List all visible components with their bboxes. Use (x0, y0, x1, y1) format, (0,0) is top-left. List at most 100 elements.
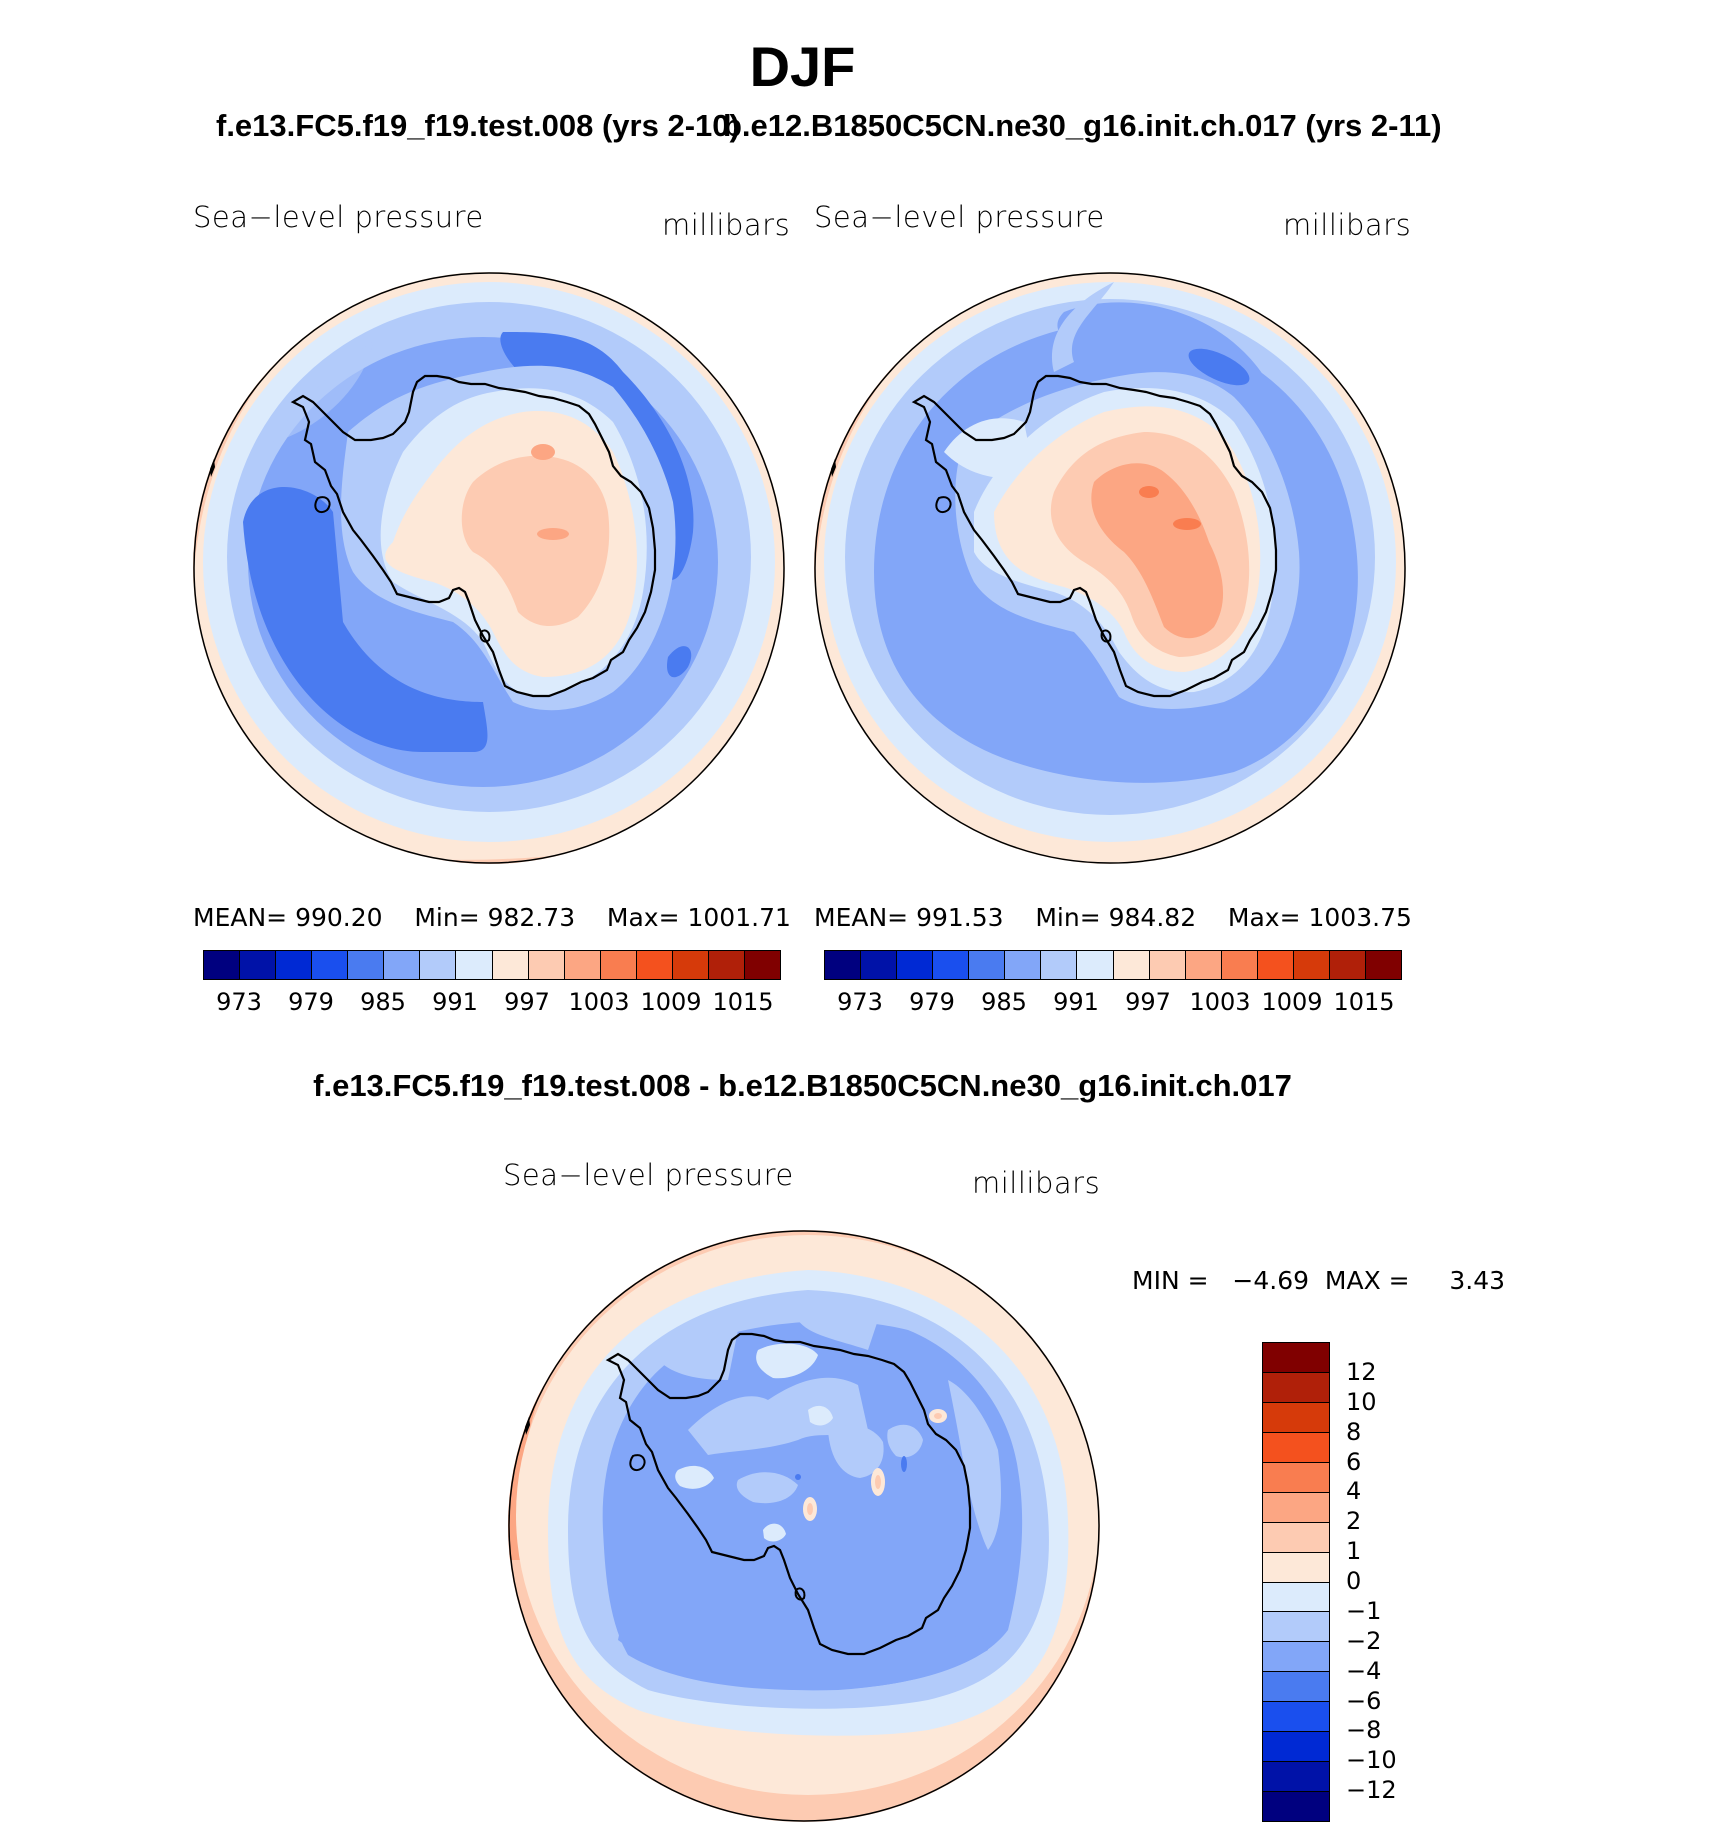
panel1-colorbar-tick-label: 991 (432, 988, 478, 1016)
panel2-colorbar-swatch (1365, 951, 1401, 979)
panel2-colorbar-swatch (897, 951, 934, 979)
panel1-colorbar-tick-label: 997 (504, 988, 550, 1016)
panel2-colorbar-tick-label: 979 (909, 988, 955, 1016)
panel2-colorbar-swatch (1113, 951, 1150, 979)
panel1-colorbar-tick-label: 1003 (568, 988, 630, 1016)
panel1-map (193, 272, 785, 864)
difference-colorbar-tick-label: −12 (1346, 1776, 1397, 1805)
panel1-colorbar-swatch (312, 951, 349, 979)
difference-colorbar-swatch (1263, 1702, 1329, 1733)
panel1-min-label: Min= (414, 903, 480, 932)
difference-colorbar-swatch (1263, 1522, 1329, 1553)
panel2-mean-label: MEAN= (814, 903, 909, 932)
difference-colorbar-swatch (1263, 1762, 1329, 1793)
panel2-colorbar-swatch (969, 951, 1006, 979)
panel2-units-label: millibars (1283, 208, 1412, 242)
difference-colorbar-swatch (1263, 1642, 1329, 1673)
panel2-colorbar-swatch (933, 951, 970, 979)
difference-colorbar-tick-label: 1 (1346, 1537, 1362, 1566)
panel2-colorbar-swatch (1293, 951, 1330, 979)
difference-colorbar-swatch (1263, 1462, 1329, 1493)
panel1-colorbar-swatch (420, 951, 457, 979)
panel2-case-title: b.e12.B1850C5CN.ne30_g16.init.ch.017 (yr… (723, 108, 1442, 143)
difference-colorbar-tick-label: 2 (1346, 1507, 1362, 1536)
difference-colorbar-tick-label: 6 (1346, 1447, 1362, 1476)
panel2-colorbar-swatch (1149, 951, 1186, 979)
panel1-colorbar-swatch (600, 951, 637, 979)
panel2-variable-label: Sea−level pressure (814, 200, 1105, 234)
difference-colorbar-tick-label: −4 (1346, 1656, 1382, 1685)
difference-colorbar-tick-label: −1 (1346, 1596, 1382, 1625)
panel1-colorbar (203, 950, 781, 980)
difference-max-label: MAX = (1324, 1266, 1410, 1295)
panel1-variable-label: Sea−level pressure (193, 200, 484, 234)
panel2-colorbar (824, 950, 1402, 980)
difference-title: f.e13.FC5.f19_f19.test.008 - b.e12.B1850… (313, 1068, 1292, 1103)
difference-colorbar-swatch (1263, 1732, 1329, 1763)
difference-colorbar-swatch (1263, 1582, 1329, 1613)
difference-colorbar-swatch (1263, 1672, 1329, 1703)
panel2-min-value: 984.82 (1108, 903, 1197, 932)
panel2-colorbar-tick-label: 973 (837, 988, 883, 1016)
difference-colorbar-tick-label: −2 (1346, 1626, 1382, 1655)
panel2-colorbar-tick-label: 1015 (1333, 988, 1395, 1016)
panel1-colorbar-swatch (564, 951, 601, 979)
panel1-colorbar-swatch (744, 951, 780, 979)
difference-colorbar-tick-label: 10 (1346, 1387, 1377, 1416)
difference-colorbar (1262, 1342, 1330, 1822)
difference-colorbar-tick-label: 8 (1346, 1417, 1362, 1446)
difference-colorbar-swatch (1263, 1492, 1329, 1523)
difference-colorbar-tick-label: −10 (1346, 1746, 1397, 1775)
panel2-colorbar-swatch (1005, 951, 1042, 979)
panel1-colorbar-tick-label: 1009 (640, 988, 702, 1016)
panel2-colorbar-swatch (1257, 951, 1294, 979)
main-title: DJF (749, 35, 856, 98)
panel2-colorbar-tick-label: 1003 (1189, 988, 1251, 1016)
panel2-max-label: Max= (1227, 903, 1301, 932)
panel2-stats: MEAN= 991.53 Min= 984.82 Max= 1003.75 (814, 903, 1412, 932)
panel1-case-title: f.e13.FC5.f19_f19.test.008 (yrs 2-10) (216, 108, 740, 143)
panel1-colorbar-swatch (276, 951, 313, 979)
panel2-colorbar-tick-label: 1009 (1261, 988, 1323, 1016)
panel2-colorbar-swatch (1185, 951, 1222, 979)
difference-colorbar-swatch (1263, 1372, 1329, 1403)
panel2-colorbar-swatch (861, 951, 898, 979)
panel1-colorbar-swatch (348, 951, 385, 979)
panel1-stats: MEAN= 990.20 Min= 982.73 Max= 1001.71 (193, 903, 791, 932)
panel1-colorbar-swatch (528, 951, 565, 979)
panel1-colorbar-swatch (456, 951, 493, 979)
difference-colorbar-swatch (1263, 1792, 1329, 1821)
difference-colorbar-tick-label: −6 (1346, 1686, 1382, 1715)
panel2-colorbar-tick-label: 991 (1053, 988, 1099, 1016)
panel1-min-value: 982.73 (487, 903, 576, 932)
panel1-colorbar-swatch (492, 951, 529, 979)
difference-colorbar-swatch (1263, 1552, 1329, 1583)
difference-colorbar-tick-label: 0 (1346, 1567, 1362, 1595)
panel2-colorbar-tick-label: 997 (1125, 988, 1171, 1016)
panel1-mean-value: 990.20 (295, 903, 383, 932)
difference-colorbar-tick-label: −8 (1346, 1716, 1382, 1745)
difference-colorbar-tick-label: 12 (1346, 1357, 1377, 1386)
panel2-mean-value: 991.53 (916, 903, 1004, 932)
panel1-colorbar-swatch (708, 951, 745, 979)
difference-colorbar-swatch (1263, 1432, 1329, 1463)
difference-colorbar-swatch (1263, 1343, 1329, 1373)
panel2-colorbar-tick-label: 985 (981, 988, 1027, 1016)
panel1-colorbar-tick-label: 979 (288, 988, 334, 1016)
difference-map (508, 1230, 1100, 1822)
difference-min-label: MIN = (1132, 1266, 1209, 1295)
panel1-colorbar-tick-label: 985 (360, 988, 406, 1016)
difference-colorbar-swatch (1263, 1402, 1329, 1433)
panel1-colorbar-swatch (636, 951, 673, 979)
panel1-colorbar-swatch (384, 951, 421, 979)
difference-stats: MIN = −4.69 MAX = 3.43 (1132, 1266, 1505, 1295)
panel1-colorbar-swatch (204, 951, 241, 979)
panel1-colorbar-swatch (240, 951, 277, 979)
panel2-max-value: 1003.75 (1308, 903, 1412, 932)
panel2-colorbar-swatch (1041, 951, 1078, 979)
panel1-colorbar-swatch (672, 951, 709, 979)
panel2-colorbar-swatch (1077, 951, 1114, 979)
difference-colorbar-tick-label: 4 (1346, 1477, 1362, 1506)
panel2-min-label: Min= (1035, 903, 1101, 932)
panel2-colorbar-swatch (1221, 951, 1258, 979)
